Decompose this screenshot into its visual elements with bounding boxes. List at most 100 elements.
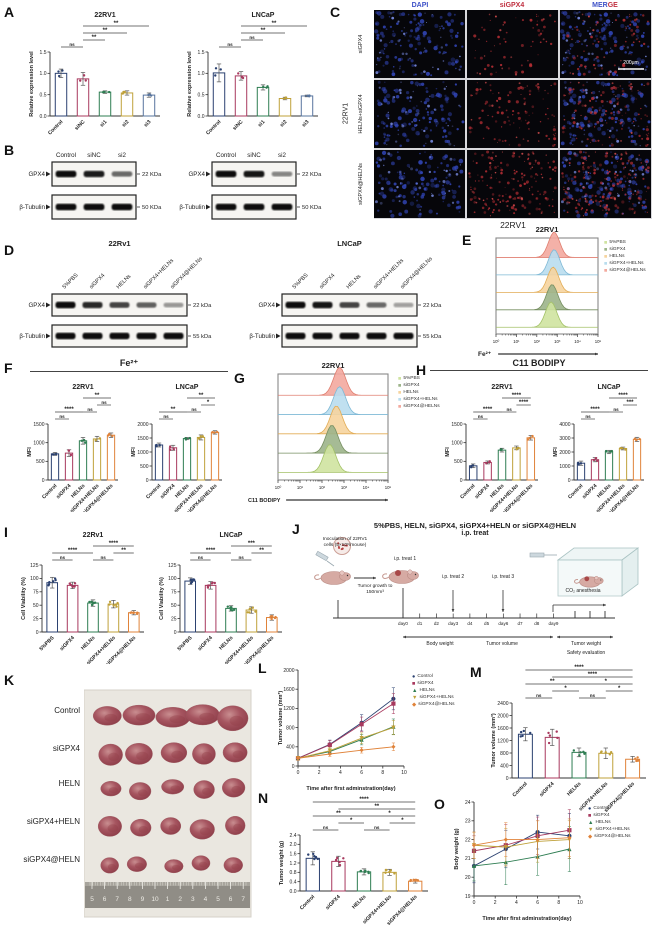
svg-text:10⁵: 10⁵ bbox=[385, 485, 392, 490]
chart-o-body-weight: 19 20 21 22 23 24 0 2 4 6 8 10 Body weight (g) Time a… bbox=[448, 794, 586, 925]
j-growth-2: 150mm³ bbox=[366, 590, 384, 595]
svg-text:4: 4 bbox=[339, 770, 342, 776]
svg-text:5%PBS: 5%PBS bbox=[177, 635, 194, 652]
panel-label-k: K bbox=[4, 672, 15, 688]
svg-text:Tumor weight (g): Tumor weight (g) bbox=[279, 841, 285, 885]
svg-text:20: 20 bbox=[465, 875, 471, 881]
svg-text:0: 0 bbox=[36, 630, 39, 636]
svg-text:2000: 2000 bbox=[137, 422, 148, 428]
svg-text:0.0: 0.0 bbox=[198, 114, 205, 120]
svg-text:**: ** bbox=[103, 28, 108, 34]
svg-text:0.0: 0.0 bbox=[40, 114, 47, 120]
ridge-g-legend: ■ 5%PBS ■ siGPX4 ■ HELNs ■ siGPX4+HELNs ■ siGPX4@… bbox=[398, 376, 440, 410]
svg-text:0.4: 0.4 bbox=[290, 879, 297, 885]
chart-i-lncap: LNCaP 0 25 50 75 100 125 Cell Viability (%) ns **… bbox=[154, 528, 288, 669]
legend-item: ■ siGPX4 bbox=[412, 681, 434, 687]
c-image-grid: 200μm bbox=[374, 10, 652, 219]
chart-h-22rv1: 22RV1 0 500 1000 1500 MFI ns **** ns **** **** Cont… bbox=[438, 380, 544, 517]
svg-text:1.6: 1.6 bbox=[290, 851, 297, 857]
svg-text:siNC: siNC bbox=[232, 119, 245, 132]
ridge-e-legend: ■ 5%PBS ■ siGPX4 ■ HELNs ■ siGPX4+HELNs ■ siGPX4@… bbox=[604, 240, 646, 274]
svg-text:2000: 2000 bbox=[497, 713, 508, 719]
svg-text:ns: ns bbox=[323, 825, 329, 830]
svg-text:1000: 1000 bbox=[33, 440, 44, 446]
panel-label-h: H bbox=[416, 362, 427, 378]
svg-text:125: 125 bbox=[168, 563, 177, 569]
svg-text:GPX4: GPX4 bbox=[188, 171, 205, 178]
svg-text:*: * bbox=[564, 686, 567, 692]
svg-text:HELNs: HELNs bbox=[116, 273, 133, 290]
svg-text:800: 800 bbox=[286, 725, 295, 731]
k-row-label-sigpx4-at-heln: siGPX4@HELN bbox=[23, 855, 80, 864]
svg-text:Tumor volume (mm³): Tumor volume (mm³) bbox=[277, 691, 284, 745]
svg-text:0.5: 0.5 bbox=[198, 92, 205, 98]
svg-text:1.2: 1.2 bbox=[290, 861, 297, 867]
svg-text:1500: 1500 bbox=[451, 422, 462, 428]
c-row-label-3: siGPX4@HELNs bbox=[358, 163, 364, 205]
legend-item: ▲ HELNs bbox=[588, 820, 611, 826]
svg-text:1500: 1500 bbox=[33, 422, 44, 428]
svg-text:siGPX4: siGPX4 bbox=[581, 483, 598, 500]
legend-item: ■ siGPX4 bbox=[588, 813, 610, 819]
svg-text:siGPX4@HELNs: siGPX4@HELNs bbox=[400, 256, 434, 290]
svg-text:Control: Control bbox=[216, 152, 236, 159]
svg-text:LNCaP: LNCaP bbox=[220, 532, 243, 539]
svg-text:8: 8 bbox=[128, 896, 132, 903]
svg-text:10⁵: 10⁵ bbox=[595, 339, 602, 344]
c-cell-r1c1 bbox=[374, 10, 465, 78]
svg-text:ns: ns bbox=[191, 407, 197, 412]
j-title-2: i.p. treat bbox=[461, 530, 489, 537]
svg-text:****: **** bbox=[68, 548, 78, 554]
svg-text:ns: ns bbox=[87, 407, 93, 412]
svg-text:1200: 1200 bbox=[497, 738, 508, 744]
svg-text:****: **** bbox=[519, 400, 529, 406]
chart-l-legend: ● Control ■ siGPX4 ▲ HELNs ▼ siGPX4+HELNs ◆ siGPX… bbox=[412, 674, 455, 708]
c-header-dapi: DAPI bbox=[411, 2, 429, 9]
svg-text:21: 21 bbox=[465, 856, 471, 862]
svg-text:22 KDa: 22 KDa bbox=[302, 172, 322, 178]
chart-a-22rv1: 22RV1 0.0 0.5 1.0 1.5 Relative expression lev… bbox=[24, 8, 166, 147]
svg-text:2400: 2400 bbox=[497, 701, 508, 707]
chart-l-tumor-volume: 0 400 800 1200 1600 2000 0 2 4 6 8 10 Tumor volume (… bbox=[266, 662, 410, 797]
svg-text:ns: ns bbox=[198, 555, 204, 560]
svg-text:10¹: 10¹ bbox=[297, 485, 304, 490]
svg-text:β-Tubulin: β-Tubulin bbox=[19, 204, 45, 211]
svg-text:Cell Viability (%): Cell Viability (%) bbox=[159, 577, 165, 620]
svg-text:**: ** bbox=[550, 679, 555, 685]
j-safety-evaluation: Safety evaluation bbox=[566, 650, 606, 656]
svg-text:2: 2 bbox=[178, 896, 182, 903]
svg-text:****: **** bbox=[588, 672, 598, 678]
blot-b-lncap: Control siNC si2 GPX4 22 KDa β-Tubulin 50 KDa bbox=[172, 146, 330, 235]
svg-text:GPX4: GPX4 bbox=[28, 171, 45, 178]
svg-text:β-Tubulin: β-Tubulin bbox=[249, 333, 275, 340]
svg-text:si3: si3 bbox=[143, 119, 152, 128]
svg-text:MFI: MFI bbox=[131, 447, 137, 457]
svg-text:1.5: 1.5 bbox=[198, 50, 205, 56]
svg-text:10⁴: 10⁴ bbox=[363, 485, 370, 490]
svg-text:22 kDa: 22 kDa bbox=[193, 303, 212, 309]
svg-text:***: *** bbox=[626, 400, 634, 406]
svg-text:500: 500 bbox=[36, 459, 45, 465]
c-bottom-label: 22RV1 bbox=[500, 220, 526, 230]
svg-text:****: **** bbox=[64, 407, 74, 413]
svg-text:ns: ns bbox=[249, 35, 255, 40]
svg-text:MFI: MFI bbox=[27, 447, 33, 457]
svg-text:β-Tubulin: β-Tubulin bbox=[179, 204, 205, 211]
svg-text:25: 25 bbox=[33, 616, 39, 622]
c-side-label: 22RV1 bbox=[342, 102, 350, 125]
svg-text:Cell Viability (%): Cell Viability (%) bbox=[21, 577, 27, 620]
blot-d-lncap: LNCaP 5%PBS siGPX4 HELNs siGPX4+HELNs siGPX4@… bbox=[240, 236, 470, 365]
svg-text:500: 500 bbox=[140, 464, 149, 470]
svg-text:Relative expression level: Relative expression level bbox=[29, 51, 35, 117]
svg-text:ns: ns bbox=[585, 414, 591, 419]
svg-text:10: 10 bbox=[401, 770, 407, 776]
svg-text:50: 50 bbox=[33, 603, 39, 609]
j-tumor-volume: Tumor volume bbox=[486, 641, 518, 647]
j-treat-2: i.p. treat 2 bbox=[441, 574, 465, 580]
svg-text:ns: ns bbox=[59, 414, 65, 419]
svg-text:8: 8 bbox=[557, 900, 560, 906]
legend-item: ■ 5%PBS bbox=[398, 376, 420, 382]
svg-text:400: 400 bbox=[500, 763, 509, 769]
chart-f-lncap: LNCaP 0 500 1000 1500 2000 MFI ns ** ns * ** Control… bbox=[124, 380, 228, 517]
svg-text:ns: ns bbox=[101, 400, 107, 405]
